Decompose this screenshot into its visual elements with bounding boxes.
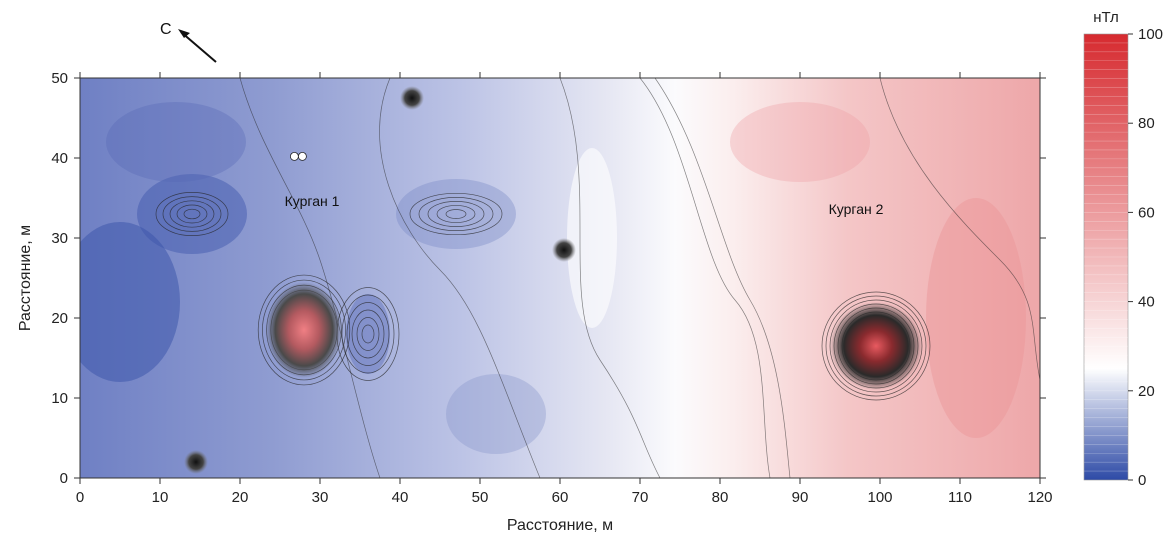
x-axis-title: Расстояние, м [507,517,613,534]
contour-line [262,279,346,381]
contour-line [361,324,375,344]
contour-line [239,78,381,478]
y-tick-label: 30 [51,230,68,247]
x-tick-label: 0 [76,489,84,506]
north-arrow-icon [180,31,217,63]
colorbar-tick-label: 100 [1138,26,1163,43]
contour-line [409,192,503,236]
annotation-kurgan-2: Курган 2 [829,201,884,217]
y-tick-label: 10 [51,390,68,407]
x-tick-label: 120 [1027,489,1052,506]
anomaly-kurgan-1 [266,282,342,378]
contour-line [825,295,927,397]
contour-line [176,204,208,224]
y-tick-label: 20 [51,310,68,327]
contour-line [155,192,229,236]
x-tick-label: 80 [712,489,729,506]
annotations: Курган 1 Курган 2 [285,193,884,217]
contour-line [436,205,476,223]
anomaly-kurgan-2 [830,302,922,390]
colorbar-gradient [1083,33,1129,481]
field-blob [567,148,617,328]
y-axis-title: Расстояние, м [17,225,34,331]
contour-line [356,317,380,351]
anomaly-point [400,86,424,110]
y-tick-label: 50 [51,70,68,87]
anomaly-layer [184,86,922,474]
contour-line [351,309,385,359]
x-axis: 0 10 20 30 40 50 60 70 80 90 100 110 120 [76,72,1053,506]
contour-line [379,78,541,478]
x-tick-label: 30 [312,489,329,506]
contour-line [821,291,931,401]
colorbar-ticks: 0 20 40 60 80 100 [1128,26,1163,489]
contour-line [445,209,467,219]
field-blob [137,174,247,254]
marker-dot [289,151,299,161]
x-tick-label: 60 [552,489,569,506]
contour-line [654,78,791,478]
colorbar-tick-label: 20 [1138,383,1155,400]
colorbar: нТл 0 20 40 60 80 100 [1083,9,1163,489]
y-tick-label: 0 [60,470,68,487]
field-blob [396,179,516,249]
anomaly-point [184,450,208,474]
colorbar-tick-label: 0 [1138,472,1146,489]
north-label: С [160,21,172,38]
annotation-kurgan-1: Курган 1 [285,193,340,209]
colorbar-tick-label: 60 [1138,204,1155,221]
contour-line [162,196,222,232]
north-arrow: С [160,21,217,63]
colorbar-stripes [1084,42,1128,472]
x-tick-label: 90 [792,489,809,506]
field-blob [80,222,180,382]
colorbar-tick-label: 40 [1138,294,1155,311]
contour-line [346,302,390,366]
contour-line [418,197,494,232]
contour-line [257,274,351,386]
heatmap-background [80,78,1040,478]
field-blob [446,374,546,454]
x-tick-label: 100 [867,489,892,506]
x-tick-label: 10 [152,489,169,506]
anomaly-point [552,238,576,262]
contour-line [427,201,485,227]
x-tick-label: 70 [632,489,649,506]
x-tick-label: 50 [472,489,489,506]
field-blob [346,294,390,374]
field-blob [106,102,246,182]
marker-dot [297,151,307,161]
contour-line [639,78,771,478]
field-blob [926,198,1026,438]
contour-line [169,200,215,228]
north-arrowhead-icon [178,29,190,38]
field-blob [730,102,870,182]
x-tick-label: 110 [948,489,972,506]
contour-line [341,294,395,374]
y-tick-label: 40 [51,150,68,167]
colorbar-tick-label: 80 [1138,115,1155,132]
contour-line [879,78,1040,381]
x-tick-label: 40 [392,489,409,506]
plot-area [79,77,1041,479]
contour-line [183,208,201,220]
y-axis: 0 10 20 30 40 50 [51,70,1046,487]
contour-line [559,78,661,478]
colorbar-unit: нТл [1093,9,1119,26]
x-tick-label: 20 [232,489,249,506]
